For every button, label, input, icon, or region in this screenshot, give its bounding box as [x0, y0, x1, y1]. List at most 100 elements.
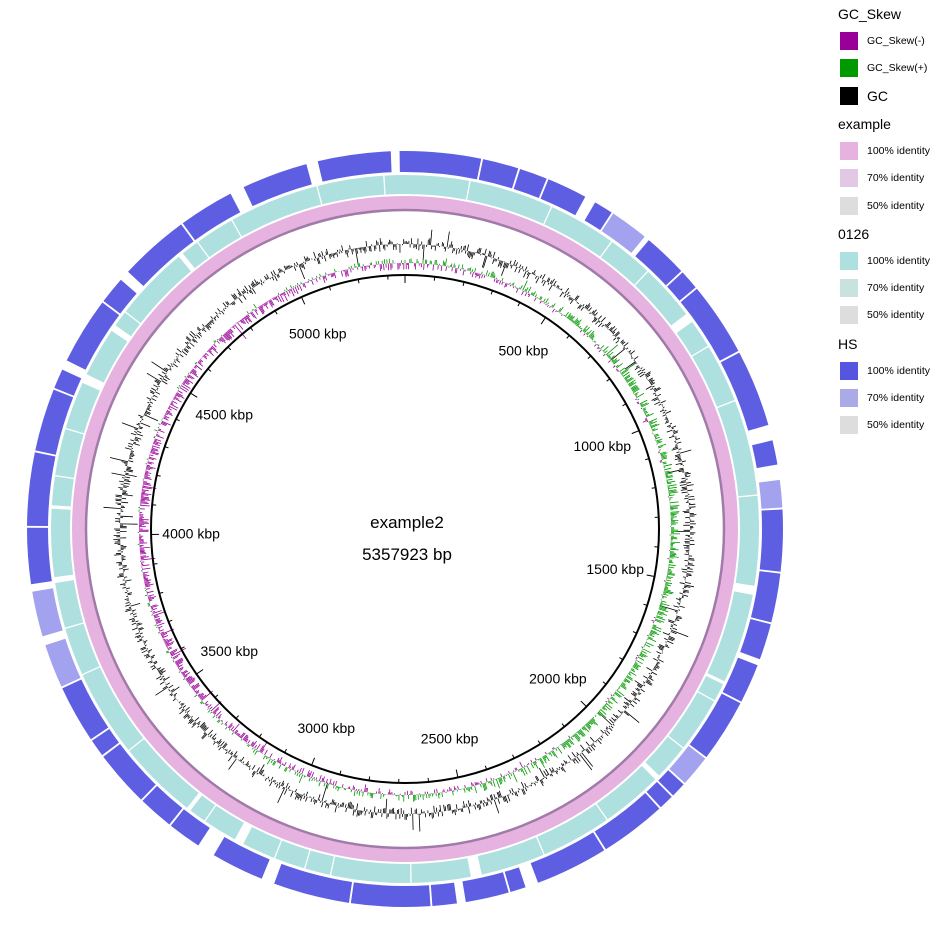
hs-block: [182, 193, 241, 241]
ring-0126-block: [275, 840, 310, 869]
hs-block: [669, 745, 706, 784]
ring-0126-block: [692, 346, 735, 407]
hs-block: [32, 588, 63, 637]
minor-tick: [645, 458, 650, 461]
ring-gc: [103, 229, 697, 832]
ring-0126-block: [86, 330, 128, 383]
ring-0126-block: [467, 181, 552, 224]
ring-0126-block: [50, 508, 74, 578]
hs-block: [667, 272, 696, 301]
kbp-label: 2500 kbp: [421, 730, 479, 746]
ring-0126-block: [65, 623, 100, 675]
hs-block: [142, 785, 183, 825]
ring-0126-block: [55, 429, 84, 478]
ring-0126-block: [537, 804, 607, 855]
ring-hs: [26, 151, 783, 907]
hs-block: [350, 882, 431, 907]
hs-block: [405, 151, 482, 180]
minor-tick: [462, 281, 465, 286]
major-tick: [631, 430, 640, 435]
minor-tick: [602, 681, 607, 685]
hs-block: [584, 202, 612, 231]
legend-item-label: 70% identity: [867, 282, 925, 295]
tick-labels: 500 kbp 1000 kbp 1500 kbp 2000 kbp 2500 kbp 3…: [162, 326, 644, 747]
ring-0126-block: [115, 312, 140, 337]
kbp-label: 1500 kbp: [586, 561, 644, 577]
hs-block: [478, 159, 519, 189]
major-tick: [190, 392, 198, 398]
hs-block: [274, 863, 353, 903]
minor-tick: [284, 748, 287, 753]
map-name: example2: [370, 513, 444, 532]
minor-tick: [227, 346, 232, 351]
ring-0126-block: [198, 220, 241, 258]
ring-0126-block: [190, 795, 216, 821]
hs-block: [399, 151, 405, 173]
legend-swatch: [840, 251, 858, 270]
ring-example-band: [72, 196, 738, 862]
minor-tick: [214, 694, 219, 698]
hs-block: [759, 509, 783, 572]
minor-tick: [258, 733, 262, 738]
gc-skew-positive-trace: [137, 258, 681, 802]
legend-group-title: HS: [838, 335, 858, 352]
major-tick: [196, 669, 204, 675]
hs-block: [243, 164, 312, 207]
legend-swatch: [840, 141, 858, 160]
ring-0126-block: [405, 175, 470, 200]
hs-block: [103, 279, 137, 314]
hs-block: [722, 657, 758, 702]
hs-block: [513, 168, 547, 199]
hs-block: [26, 527, 52, 585]
legend-swatch: [840, 389, 858, 407]
ring-0126-block: [645, 736, 683, 776]
kbp-label: 4000 kbp: [162, 526, 220, 542]
minor-tick: [168, 619, 173, 623]
minor-tick: [622, 403, 627, 407]
hs-block: [170, 809, 210, 846]
hs-block: [317, 151, 392, 182]
minor-tick: [537, 740, 541, 745]
ring-0126-block: [125, 256, 191, 324]
hs-block: [635, 240, 682, 286]
minor-tick: [643, 603, 648, 606]
kbp-label: 2000 kbp: [529, 671, 587, 687]
legend-item-label: 50% identity: [867, 419, 925, 432]
hs-block: [462, 872, 509, 903]
tick-marks: [151, 275, 659, 783]
ring-0126-block: [735, 495, 759, 586]
hs-block: [750, 571, 781, 623]
minor-tick: [651, 487, 656, 489]
rings-layer: [26, 151, 783, 907]
hs-block: [646, 781, 672, 808]
ring-0126-block: [243, 826, 281, 858]
legend-item-label: 100% identity: [867, 254, 931, 267]
ring-0126-block: [331, 856, 411, 884]
genome-length: 5357923 bp: [362, 545, 452, 564]
legend-item-label: 50% identity: [867, 199, 925, 212]
minor-tick: [566, 334, 570, 339]
minor-tick: [153, 563, 158, 565]
major-tick: [311, 757, 316, 766]
hs-block: [689, 693, 741, 758]
ring-example: [72, 196, 738, 862]
kbp-label: 500 kbp: [498, 343, 548, 359]
legend-swatch: [840, 32, 858, 50]
major-tick: [646, 574, 655, 578]
ring-0126-block: [317, 175, 385, 205]
hs-block: [66, 302, 120, 370]
minor-tick: [328, 286, 332, 291]
ring-0126-block: [305, 850, 334, 875]
ring-0126-block: [477, 837, 544, 875]
ring-0126-block: [182, 242, 209, 269]
hs-block: [128, 224, 194, 287]
gc-skew-negative-trace: [138, 262, 671, 795]
hs-block: [213, 836, 270, 879]
circular-genome-map: 500 kbp 1000 kbp 1500 kbp 2000 kbp 2500 kbp 3…: [26, 151, 783, 907]
ring-0126-block: [635, 271, 687, 326]
major-tick: [580, 700, 587, 708]
minor-tick: [490, 290, 493, 295]
minor-tick: [175, 418, 180, 422]
kbp-label: 4500 kbp: [195, 407, 253, 423]
kbp-label: 1000 kbp: [573, 438, 631, 454]
